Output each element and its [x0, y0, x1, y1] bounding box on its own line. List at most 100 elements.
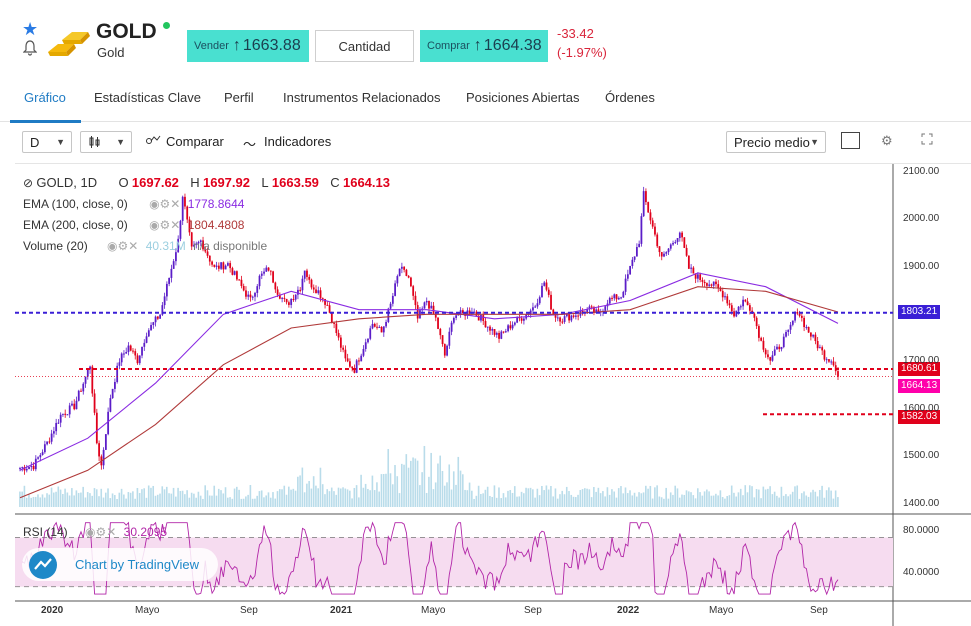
- y-tick: 2100.00: [903, 166, 940, 177]
- volume-bar: [807, 496, 810, 507]
- buy-button[interactable]: Comprar ↑ 1664.38: [420, 30, 548, 62]
- volume-bar: [376, 482, 378, 507]
- chart-type-select[interactable]: ▼: [80, 131, 132, 153]
- candle-body: [742, 299, 744, 307]
- candle-body: [782, 336, 785, 348]
- volume-bar: [821, 485, 823, 507]
- gear-icon[interactable]: ⚙: [881, 133, 893, 148]
- candle-body: [265, 267, 268, 272]
- tab-related[interactable]: Instrumentos Relacionados: [283, 90, 441, 105]
- volume-bar: [495, 497, 498, 507]
- candle-body: [674, 241, 677, 243]
- candle-body: [672, 242, 674, 245]
- candle-body: [272, 271, 274, 283]
- candle-body: [206, 251, 209, 256]
- volume-bar: [308, 481, 310, 507]
- candle-body: [114, 381, 116, 389]
- volume-bar: [202, 498, 204, 507]
- candle-body: [242, 286, 245, 291]
- candle-body: [120, 353, 123, 363]
- x-tick: Sep: [240, 605, 258, 616]
- tradingview-badge[interactable]: Chart by TradingView: [22, 548, 218, 581]
- close-value: 1664.13: [342, 175, 390, 190]
- favorite-star-icon[interactable]: ★: [22, 19, 39, 39]
- volume-bar: [385, 473, 387, 507]
- volume-bar: [328, 491, 331, 507]
- volume-bar: [190, 492, 193, 507]
- compare-button[interactable]: Comparar: [166, 134, 224, 149]
- candle-body: [785, 331, 787, 337]
- price-type-select[interactable]: Precio medio ▼: [726, 131, 826, 153]
- candle-body: [667, 248, 670, 253]
- candle-body: [147, 330, 150, 337]
- candle-body: [328, 305, 331, 313]
- volume-bar: [59, 489, 62, 507]
- candle-body: [263, 271, 265, 274]
- volume-bar: [168, 493, 170, 507]
- drawing-toggle-checkbox[interactable]: [841, 132, 860, 149]
- volume-bar: [100, 488, 103, 507]
- bell-icon[interactable]: [22, 40, 38, 59]
- legend-tools-icon[interactable]: ◉⚙✕: [149, 197, 181, 211]
- candle-body: [665, 252, 668, 254]
- candle-body: [344, 349, 347, 359]
- volume-bar: [333, 491, 335, 507]
- volume-bar: [708, 491, 710, 507]
- candle-body: [93, 393, 96, 413]
- candle-body: [518, 317, 521, 319]
- candle-body: [349, 361, 351, 367]
- interval-select[interactable]: D ▼: [22, 131, 72, 153]
- tab-open-positions[interactable]: Posiciones Abiertas: [466, 90, 580, 105]
- low-value: 1663.59: [271, 175, 319, 190]
- tab-profile[interactable]: Perfil: [224, 90, 254, 105]
- volume-bar: [482, 493, 484, 507]
- candle-body: [744, 299, 747, 302]
- x-tick: Sep: [810, 605, 828, 616]
- candle-body: [726, 296, 729, 304]
- candle-body: [211, 261, 213, 265]
- candle-body: [461, 310, 464, 313]
- candle-body: [622, 291, 625, 298]
- volume-bar: [791, 491, 794, 507]
- tab-orders[interactable]: Órdenes: [605, 90, 655, 105]
- volume-bar: [780, 486, 783, 507]
- candle-body: [819, 347, 821, 349]
- legend-tools-icon[interactable]: ◉⚙✕: [149, 218, 181, 232]
- volume-bar: [107, 488, 109, 507]
- volume-bar: [541, 485, 543, 507]
- volume-bar: [116, 498, 118, 507]
- candle-body: [281, 297, 284, 299]
- volume-bar: [233, 488, 236, 507]
- candle-body: [41, 452, 44, 455]
- volume-bar: [141, 489, 143, 507]
- ema100-line: [19, 272, 839, 471]
- candle-body: [800, 315, 803, 318]
- volume-bar: [285, 494, 288, 507]
- volume-bar: [222, 493, 225, 507]
- volume-bar: [95, 489, 98, 507]
- volume-bar: [21, 491, 23, 507]
- tab-chart[interactable]: Gráfico: [24, 90, 66, 105]
- candle-body: [195, 243, 198, 245]
- candle-body: [123, 353, 125, 355]
- tab-bar: Gráfico Estadísticas Clave Perfil Instru…: [0, 82, 971, 123]
- candle-body: [34, 458, 37, 470]
- ema200-line: [19, 286, 839, 499]
- indicators-button[interactable]: Indicadores: [264, 134, 332, 149]
- candle-body: [317, 290, 320, 294]
- volume-bar: [220, 490, 222, 507]
- volume-bar: [351, 498, 353, 507]
- sell-button[interactable]: Vender ↑ 1663.88: [187, 30, 309, 62]
- legend-tools-icon[interactable]: ◉⚙✕: [85, 525, 117, 539]
- candle-body: [59, 414, 62, 423]
- instrument-name: Gold: [97, 45, 125, 60]
- tab-key-stats[interactable]: Estadísticas Clave: [94, 90, 201, 105]
- fullscreen-icon[interactable]: [921, 133, 933, 148]
- volume-bar: [123, 494, 125, 507]
- volume-bar: [658, 496, 661, 507]
- quantity-input[interactable]: Cantidad: [315, 30, 414, 62]
- candle-body: [491, 329, 494, 331]
- caret-down-icon: ▼: [116, 137, 125, 147]
- legend-tools-icon[interactable]: ◉⚙✕: [107, 239, 139, 253]
- collapse-icon[interactable]: ⊘: [23, 176, 34, 190]
